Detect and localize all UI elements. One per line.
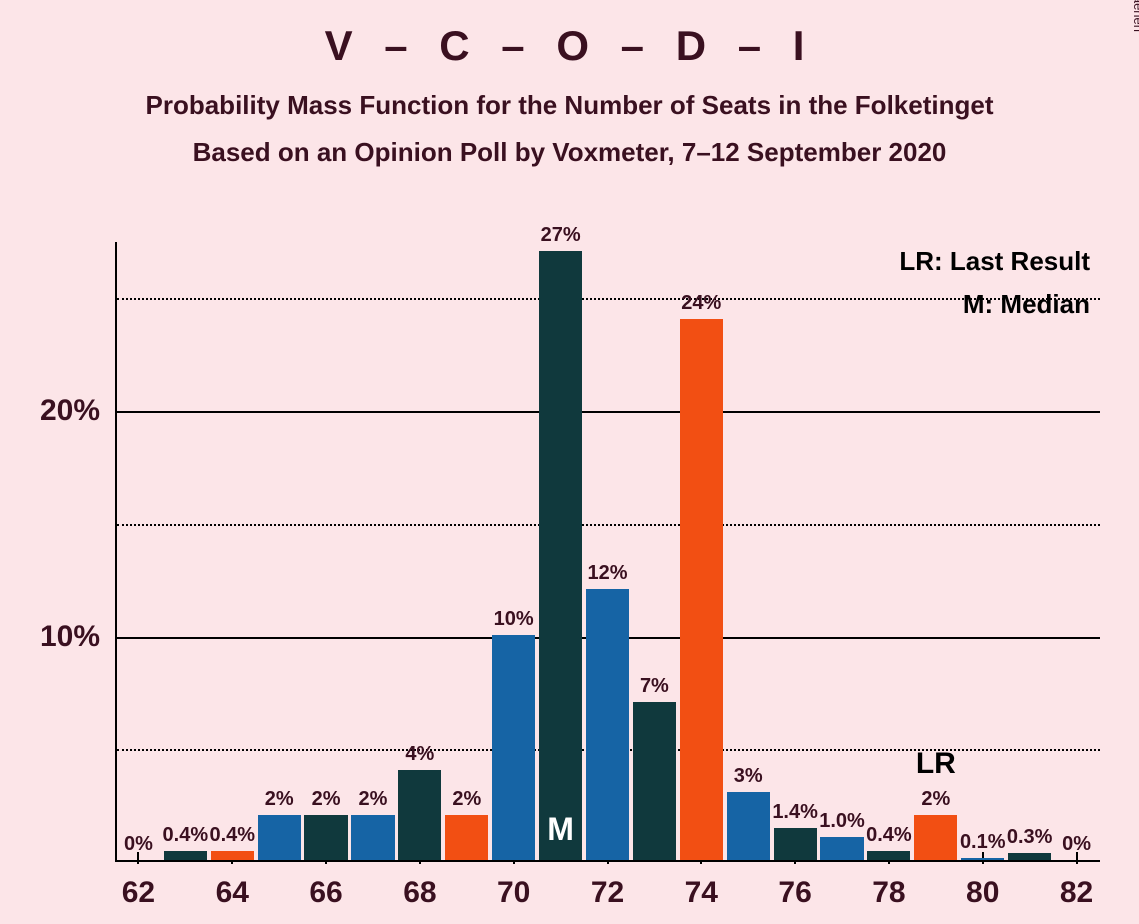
x-axis-label: 62 [122,876,155,910]
bar-value-label: 0.1% [960,831,1006,854]
chart-subtitle-1: Probability Mass Function for the Number… [0,90,1139,121]
x-axis-label: 82 [1060,876,1093,910]
x-axis-label: 80 [966,876,999,910]
bar [258,815,301,860]
x-axis-label: 78 [872,876,905,910]
bar [211,851,254,860]
bar-value-label: 3% [734,765,763,788]
bar-value-label: 0.3% [1007,826,1053,849]
bar [539,251,582,860]
bar-value-label: 2% [921,788,950,811]
bar [774,828,817,860]
x-axis-label: 74 [685,876,718,910]
bar [867,851,910,860]
bar-value-label: 12% [587,562,627,585]
bar-value-label: 27% [541,224,581,247]
bar-value-label: 2% [359,788,388,811]
bar [492,635,535,860]
bar-value-label: 0% [124,833,153,856]
bar-value-label: 0.4% [866,824,912,847]
bar-value-label: 1.0% [819,810,865,833]
y-axis-label: 20% [40,394,100,428]
legend-lr: LR: Last Result [899,246,1090,277]
bar-value-label: 2% [265,788,294,811]
gridline [117,411,1100,413]
last-result-marker: LR [916,747,956,781]
bar [727,792,770,860]
bar-value-label: 4% [405,743,434,766]
legend-m: M: Median [899,289,1090,320]
y-axis-label: 10% [40,620,100,654]
bar [445,815,488,860]
legend: LR: Last Result M: Median [899,246,1090,332]
gridline [117,298,1100,300]
bar [633,702,676,860]
chart-title: V – C – O – D – I [0,22,1139,70]
bar [820,837,863,860]
bar [398,770,441,860]
bar-value-label: 24% [681,292,721,315]
bar [914,815,957,860]
x-axis-label: 68 [403,876,436,910]
bar [351,815,394,860]
x-axis-label: 66 [309,876,342,910]
chart-subtitle-2: Based on an Opinion Poll by Voxmeter, 7–… [0,137,1139,168]
bar-value-label: 0.4% [163,824,209,847]
median-marker: M [547,811,574,848]
bar [961,858,1004,860]
bar-value-label: 0% [1062,833,1091,856]
gridline [117,524,1100,526]
bar-value-label: 7% [640,675,669,698]
bar-value-label: 10% [494,608,534,631]
chart-plot-area: LR: Last Result M: Median 10%20%62646668… [115,242,1100,862]
bar [1008,853,1051,860]
x-axis-label: 76 [778,876,811,910]
bar-value-label: 0.4% [209,824,255,847]
bar-value-label: 2% [452,788,481,811]
bar-value-label: 1.4% [772,801,818,824]
x-axis-label: 70 [497,876,530,910]
bar-value-label: 2% [312,788,341,811]
bar [304,815,347,860]
x-axis-label: 72 [591,876,624,910]
bar [586,589,629,860]
bar [680,319,723,860]
copyright-text: © 2020 Filip van Laenen [1131,0,1139,32]
x-axis-label: 64 [216,876,249,910]
bar [164,851,207,860]
y-axis-line [115,242,117,862]
